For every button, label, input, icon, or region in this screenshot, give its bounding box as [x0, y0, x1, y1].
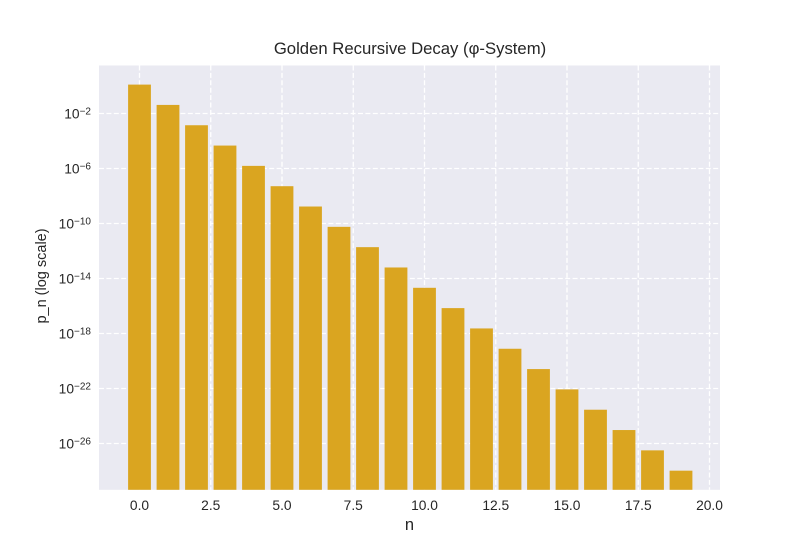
svg-text:10−18: 10−18 [59, 327, 92, 342]
svg-text:10−6: 10−6 [64, 162, 91, 177]
svg-text:10−26: 10−26 [59, 437, 92, 452]
svg-text:10−2: 10−2 [64, 107, 91, 122]
svg-text:7.5: 7.5 [344, 498, 364, 513]
svg-text:Golden Recursive Decay (φ-Syst: Golden Recursive Decay (φ-System) [274, 39, 546, 58]
svg-text:10−14: 10−14 [59, 272, 92, 287]
svg-text:5.0: 5.0 [272, 498, 292, 513]
svg-text:12.5: 12.5 [482, 498, 509, 513]
svg-text:10−10: 10−10 [59, 217, 92, 232]
svg-text:15.0: 15.0 [554, 498, 581, 513]
svg-text:10−22: 10−22 [59, 382, 92, 397]
svg-text:17.5: 17.5 [625, 498, 652, 513]
svg-text:0.0: 0.0 [130, 498, 150, 513]
svg-text:p_n (log scale): p_n (log scale) [34, 228, 50, 323]
svg-text:2.5: 2.5 [201, 498, 221, 513]
svg-text:n: n [405, 516, 414, 534]
svg-text:20.0: 20.0 [696, 498, 723, 513]
svg-text:10.0: 10.0 [411, 498, 438, 513]
